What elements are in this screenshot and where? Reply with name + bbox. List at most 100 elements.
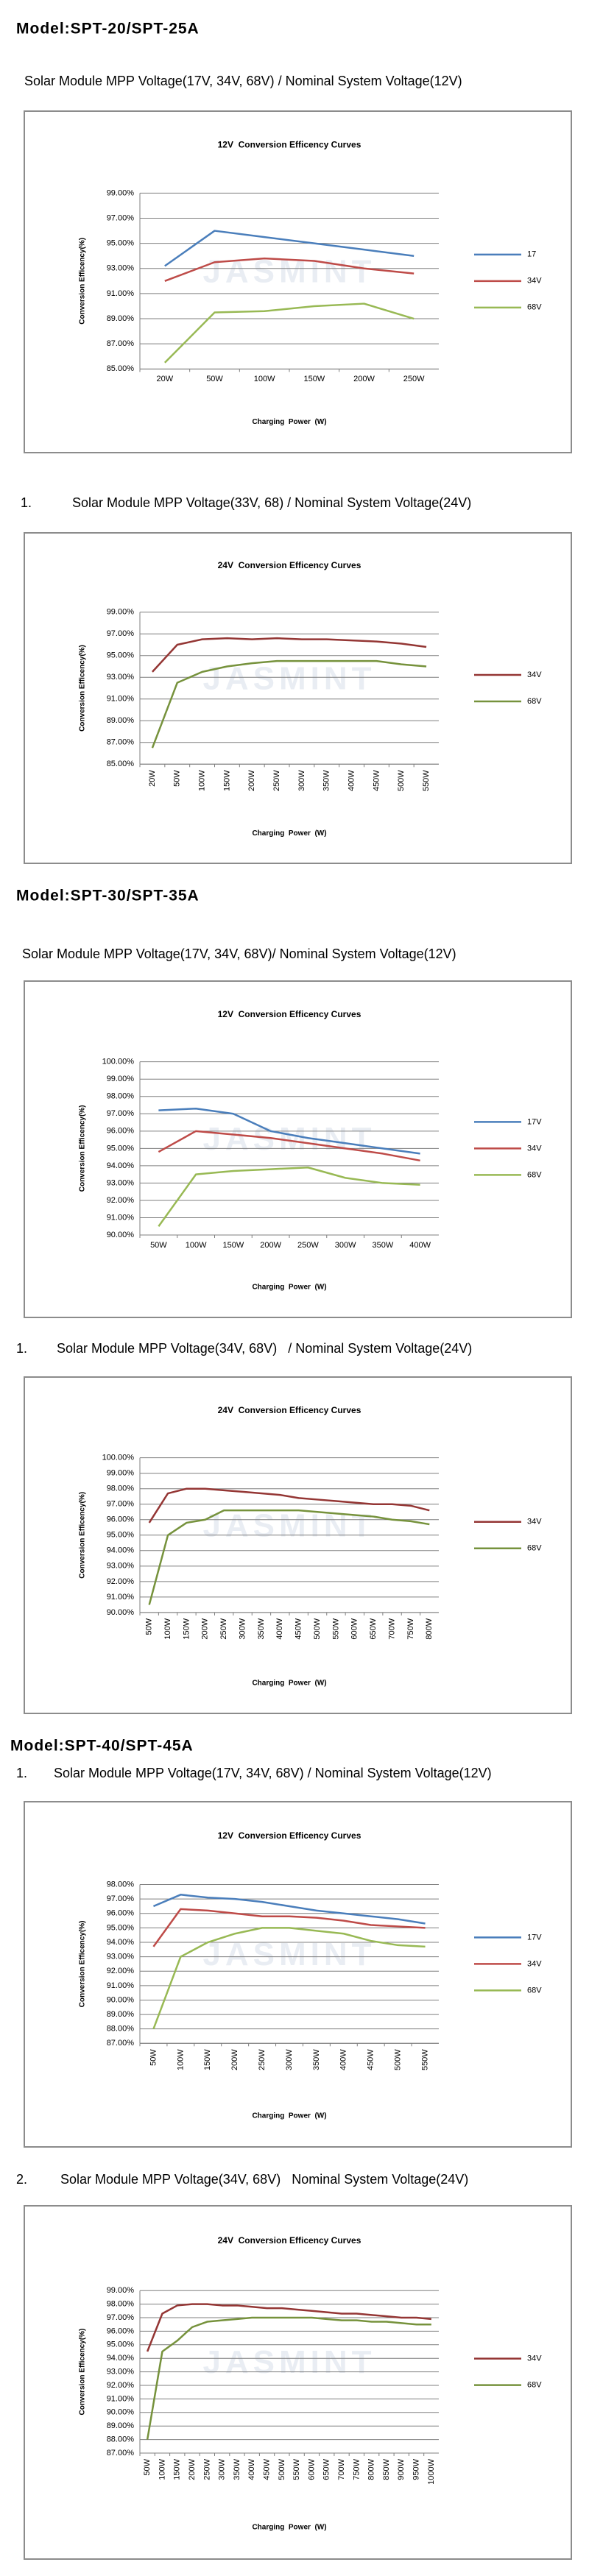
x-tick-label: 100W (158, 2458, 166, 2480)
heading-number: 2. (16, 2172, 27, 2187)
y-tick-label: 93.00% (107, 1562, 135, 1571)
series-line (148, 1487, 430, 1524)
y-tick-label: 93.00% (107, 673, 135, 682)
y-axis-label: Conversion Efficency(%) (79, 645, 87, 732)
y-tick-label: 87.00% (107, 2039, 135, 2048)
y-tick-label: 90.00% (107, 1608, 135, 1617)
x-tick-label: 150W (203, 2049, 212, 2070)
x-tick-label: 100W (197, 770, 206, 791)
y-tick-label: 93.00% (107, 264, 135, 273)
y-tick-label: 94.00% (107, 1161, 135, 1170)
x-tick-label: 350W (373, 1241, 394, 1250)
model-heading: Model:SPT-20/SPT-25A (16, 21, 200, 38)
x-tick-label: 450W (372, 770, 381, 791)
chart-title: 12V Conversion Efficency Curves (218, 1830, 361, 1841)
x-tick-label: 450W (262, 2458, 271, 2480)
y-tick-label: 92.00% (107, 2381, 135, 2390)
x-tick-label: 50W (206, 375, 223, 383)
x-tick-label: 200W (188, 2458, 197, 2480)
legend-label: 68V (527, 1986, 542, 1995)
x-tick-label: 150W (173, 2458, 182, 2480)
chart-title: 24V Conversion Efficency Curves (218, 2235, 361, 2246)
x-tick-label: 350W (257, 1618, 266, 1639)
legend-label: 68V (527, 1544, 542, 1553)
x-tick-label: 20W (148, 770, 157, 787)
x-tick-label: 400W (409, 1241, 431, 1250)
x-tick-label: 400W (247, 2458, 256, 2480)
x-tick-label: 700W (387, 1618, 396, 1639)
y-axis-label: Conversion Efficency(%) (79, 238, 87, 325)
chart-frame (24, 532, 572, 864)
x-tick-label: 750W (352, 2458, 361, 2480)
series-line (146, 2303, 431, 2352)
x-tick-label: 900W (397, 2458, 406, 2480)
watermark: JASMINT (202, 1936, 375, 1972)
x-tick-label: 750W (406, 1618, 415, 1639)
x-tick-label: 400W (339, 2049, 348, 2070)
x-tick-label: 200W (201, 1618, 210, 1639)
x-tick-label: 800W (425, 1618, 434, 1639)
x-tick-label: 300W (335, 1241, 356, 1250)
x-tick-label: 500W (397, 770, 406, 791)
x-tick-label: 150W (303, 375, 325, 383)
y-tick-label: 92.00% (107, 1967, 135, 1975)
chart-frame (24, 1376, 572, 1714)
y-tick-label: 91.00% (107, 289, 135, 298)
x-tick-label: 300W (238, 1618, 247, 1639)
section-heading: Solar Module MPP Voltage(17V, 34V, 68V)/… (22, 946, 456, 961)
y-tick-label: 95.00% (107, 1531, 135, 1540)
series-line (152, 1908, 426, 1947)
x-tick-label: 150W (222, 770, 231, 791)
y-tick-label: 99.00% (107, 1075, 135, 1083)
x-axis-label: Charging Power (W) (252, 829, 326, 838)
y-tick-label: 87.00% (107, 2449, 135, 2458)
x-tick-label: 550W (420, 2049, 429, 2070)
section-heading: Solar Module MPP Voltage(17V, 34V, 68V) … (54, 1766, 492, 1780)
x-tick-label: 1000W (427, 2458, 436, 2484)
series-line (158, 1107, 420, 1155)
x-tick-label: 250W (297, 1241, 319, 1250)
y-tick-label: 98.00% (107, 2300, 135, 2309)
y-tick-label: 89.00% (107, 716, 135, 725)
series-line (151, 637, 427, 673)
y-tick-label: 100.00% (102, 1058, 135, 1066)
chart-title: 24V Conversion Efficency Curves (218, 560, 361, 570)
legend-label: 68V (527, 1170, 542, 1179)
x-tick-label: 150W (223, 1241, 244, 1250)
y-tick-label: 85.00% (107, 364, 135, 373)
heading-number: 1. (16, 1341, 27, 1356)
x-tick-label: 600W (350, 1618, 359, 1639)
x-tick-label: 250W (202, 2458, 211, 2480)
x-tick-label: 100W (254, 375, 275, 383)
heading-number: 1. (21, 495, 32, 510)
series-line (152, 1927, 426, 2030)
y-tick-label: 92.00% (107, 1577, 135, 1586)
x-axis-label: Charging Power (W) (252, 2523, 326, 2531)
series-line (151, 659, 427, 749)
x-tick-label: 250W (219, 1618, 228, 1639)
y-tick-label: 90.00% (107, 1231, 135, 1239)
legend-label: 34V (527, 277, 542, 286)
y-tick-label: 91.00% (107, 695, 135, 704)
y-tick-label: 94.00% (107, 1546, 135, 1555)
y-tick-label: 91.00% (107, 2394, 135, 2403)
x-tick-label: 450W (294, 1618, 303, 1639)
y-tick-label: 95.00% (107, 1923, 135, 1932)
legend-label: 17 (527, 250, 536, 259)
x-tick-label: 350W (312, 2049, 321, 2070)
legend-label: 17V (527, 1933, 542, 1942)
x-tick-label: 200W (247, 770, 256, 791)
chart-frame (24, 1801, 572, 2148)
x-tick-label: 20W (157, 375, 174, 383)
y-tick-label: 99.00% (107, 1469, 135, 1478)
y-tick-label: 95.00% (107, 651, 135, 660)
x-tick-label: 200W (260, 1241, 281, 1250)
y-tick-label: 98.00% (107, 1485, 135, 1493)
x-tick-label: 400W (275, 1618, 284, 1639)
x-tick-label: 100W (176, 2049, 185, 2070)
x-axis-label: Charging Power (W) (252, 418, 326, 426)
x-tick-label: 300W (218, 2458, 227, 2480)
x-tick-label: 50W (143, 2458, 152, 2475)
y-tick-label: 97.00% (107, 1500, 135, 1509)
y-tick-label: 98.00% (107, 1880, 135, 1889)
